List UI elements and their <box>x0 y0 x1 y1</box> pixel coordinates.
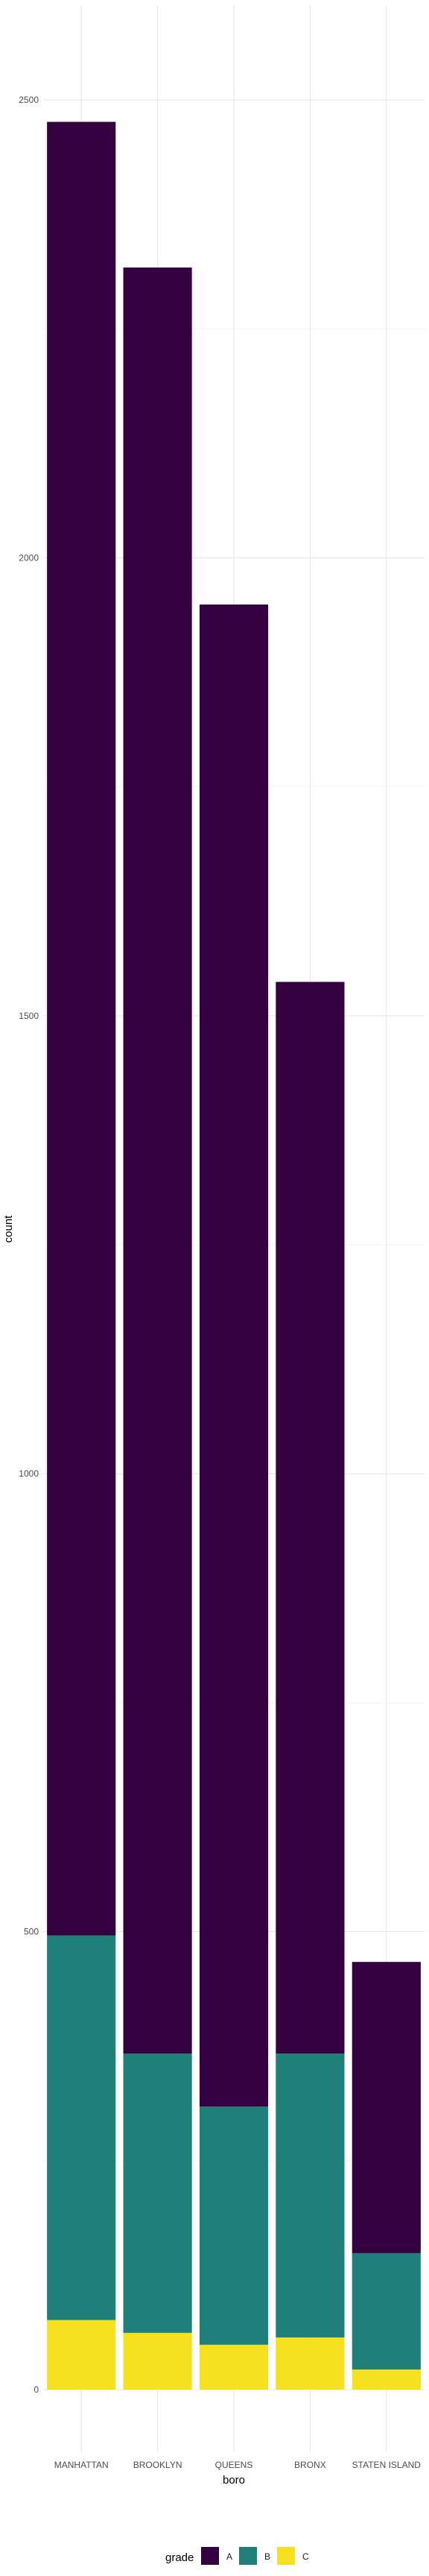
y-tick-label: 0 <box>34 2384 39 2395</box>
bar-segment <box>276 982 345 2054</box>
bar-segment <box>352 2369 421 2390</box>
y-tick-label: 2500 <box>19 95 39 105</box>
x-tick-label: STATEN ISLAND <box>352 2460 422 2470</box>
bar-segment <box>47 1935 116 2320</box>
bar-segment <box>47 121 116 1936</box>
bar-segment <box>47 2320 116 2390</box>
legend-key <box>239 2547 257 2565</box>
x-tick-labels: MANHATTAN BROOKLYN QUEENS BRONX STATEN ISLAN… <box>54 2460 421 2470</box>
legend-key <box>201 2547 219 2565</box>
y-tick-labels: 0 500 1000 1500 2000 2500 <box>19 95 39 2395</box>
bar-segment <box>199 2344 269 2390</box>
legend-label: A <box>226 2551 232 2562</box>
bar-segment <box>199 604 269 2107</box>
bar-segment <box>123 2332 192 2390</box>
legend-key <box>277 2547 295 2565</box>
bar-segment <box>199 2106 269 2345</box>
legend-title: grade <box>165 2551 194 2564</box>
y-tick-label: 1000 <box>19 1468 39 1479</box>
y-tick-label: 1500 <box>19 1011 39 1021</box>
bar-segment <box>276 2053 345 2337</box>
x-tick-label: QUEENS <box>215 2460 253 2470</box>
y-axis-title: count <box>2 1215 15 1243</box>
x-tick-label: BRONX <box>294 2460 326 2470</box>
bar-segment <box>123 267 192 2054</box>
legend: grade A B C <box>165 2547 309 2565</box>
x-axis-title: boro <box>223 2474 245 2487</box>
bar-segment <box>352 1962 421 2253</box>
legend-label: C <box>302 2551 309 2562</box>
y-tick-label: 500 <box>24 1927 39 1937</box>
bar-segment <box>276 2337 345 2390</box>
legend-label: B <box>264 2551 270 2562</box>
bar-segment <box>123 2053 192 2333</box>
bars <box>47 121 421 2390</box>
x-tick-label: MANHATTAN <box>54 2460 109 2470</box>
x-tick-label: BROOKLYN <box>133 2460 182 2470</box>
bar-segment <box>352 2253 421 2370</box>
y-tick-label: 2000 <box>19 552 39 563</box>
